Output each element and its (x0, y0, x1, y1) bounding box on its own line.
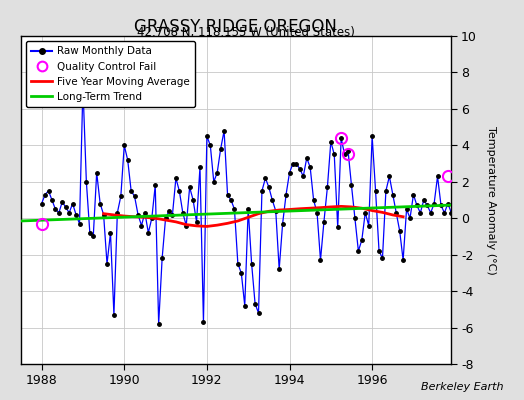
Title: GRASSY RIDGE OREGON: GRASSY RIDGE OREGON (134, 18, 337, 36)
Legend: Raw Monthly Data, Quality Control Fail, Five Year Moving Average, Long-Term Tren: Raw Monthly Data, Quality Control Fail, … (26, 41, 195, 107)
Text: 42.708 N, 118.155 W (United States): 42.708 N, 118.155 W (United States) (137, 26, 355, 39)
Text: Berkeley Earth: Berkeley Earth (421, 382, 503, 392)
Y-axis label: Temperature Anomaly (°C): Temperature Anomaly (°C) (486, 126, 496, 274)
